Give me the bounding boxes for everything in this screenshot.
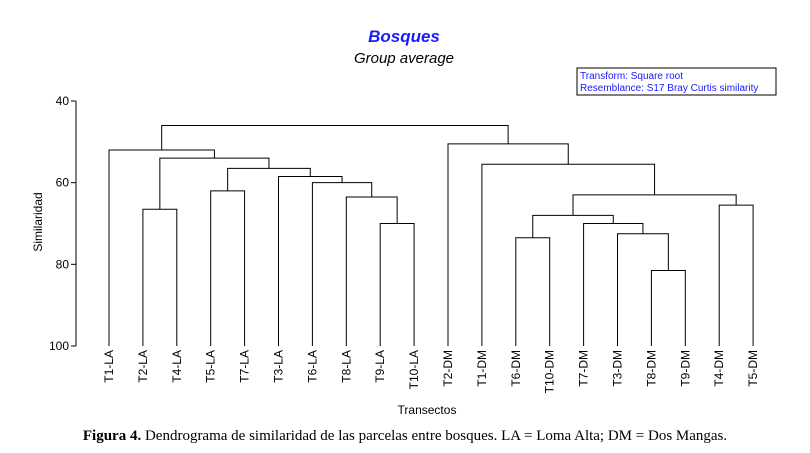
leaf-label-t6-la: T6-LA <box>305 350 319 383</box>
leaf-label-t7-dm: T7-DM <box>577 350 591 387</box>
dendrogram-link-m12 <box>311 182 373 346</box>
leaf-label-t3-la: T3-LA <box>272 350 286 383</box>
dendrogram-link-m5 <box>532 214 614 238</box>
dendrogram-link-m3 <box>583 223 644 346</box>
y-tick-label-60: 60 <box>56 176 70 190</box>
dendrogram-link-m13 <box>278 176 343 346</box>
dendrogram-link-m9 <box>447 143 569 346</box>
leaf-label-t2-la: T2-LA <box>136 350 150 383</box>
dendrogram-link-m14 <box>210 190 246 346</box>
leaf-label-t8-la: T8-LA <box>339 350 353 383</box>
leaf-label-t10-dm: T10-DM <box>543 350 557 393</box>
y-tick-label-80: 80 <box>56 257 70 271</box>
leaf-label-t10-la: T10-LA <box>407 350 421 389</box>
dendrogram-link-m6 <box>718 204 754 346</box>
y-tick-label-100: 100 <box>49 339 69 353</box>
leaf-label-t9-dm: T9-DM <box>678 350 692 387</box>
dendrogram-link-m4 <box>515 237 551 346</box>
dendrogram-links <box>108 125 754 346</box>
leaf-label-t2-dm: T2-DM <box>441 350 455 387</box>
legend-box-frame <box>576 67 777 96</box>
leaf-label-t1-la: T1-LA <box>102 350 116 383</box>
y-axis: 40 60 80 100 <box>49 94 77 353</box>
dendrogram-link-m1 <box>650 269 686 346</box>
leaf-label-t3-dm: T3-DM <box>611 350 625 387</box>
dendrogram-link-m8 <box>481 163 656 346</box>
caption-text: Dendrograma de similaridad de las parcel… <box>141 428 728 444</box>
chart-title: Bosques <box>368 27 440 46</box>
x-axis-label: Transectos <box>398 403 457 417</box>
leaf-label-t8-dm: T8-DM <box>644 350 658 387</box>
dendrogram-link-m18 <box>108 149 215 346</box>
caption-label: Figura 4. <box>82 428 142 444</box>
leaf-label-t9-la: T9-LA <box>373 350 387 383</box>
chart-subtitle: Group average <box>354 50 454 67</box>
leaf-labels: T1-LA T2-LA T4-LA T5-LA T7-LA T3-LA T6-LA T8-LA… <box>102 350 760 393</box>
dendrogram-link-m17 <box>159 157 270 210</box>
dendrogram-link-m19 <box>161 125 509 150</box>
leaf-label-t1-dm: T1-DM <box>475 350 489 387</box>
leaf-label-t4-dm: T4-DM <box>712 350 726 387</box>
dendrogram-link-m2 <box>617 233 669 346</box>
leaf-label-t4-la: T4-LA <box>170 350 184 383</box>
leaf-label-t5-dm: T5-DM <box>746 350 760 387</box>
leaf-label-t6-dm: T6-DM <box>509 350 523 387</box>
dendrogram-chart: Bosques Group average Transform: Square … <box>31 27 777 417</box>
legend-transform-text: Transform: Square root <box>580 71 683 82</box>
leaf-label-t7-la: T7-LA <box>238 350 252 383</box>
legend-box: Transform: Square root Resemblance: S17 … <box>576 67 777 96</box>
dendrogram-link-m10 <box>379 223 415 346</box>
dendrogram-link-m16 <box>142 208 178 346</box>
y-tick-label-40: 40 <box>56 94 70 108</box>
legend-resemblance-text: Resemblance: S17 Bray Curtis similarity <box>580 83 758 94</box>
dendrogram-link-m15 <box>227 167 311 191</box>
dendrogram-link-m11 <box>345 196 398 346</box>
leaf-label-t5-la: T5-LA <box>204 350 218 383</box>
figure-caption: Figura 4. Dendrograma de similaridad de … <box>0 428 810 445</box>
dendrogram-link-m7 <box>572 194 737 216</box>
y-axis-label: Similaridad <box>31 192 45 251</box>
